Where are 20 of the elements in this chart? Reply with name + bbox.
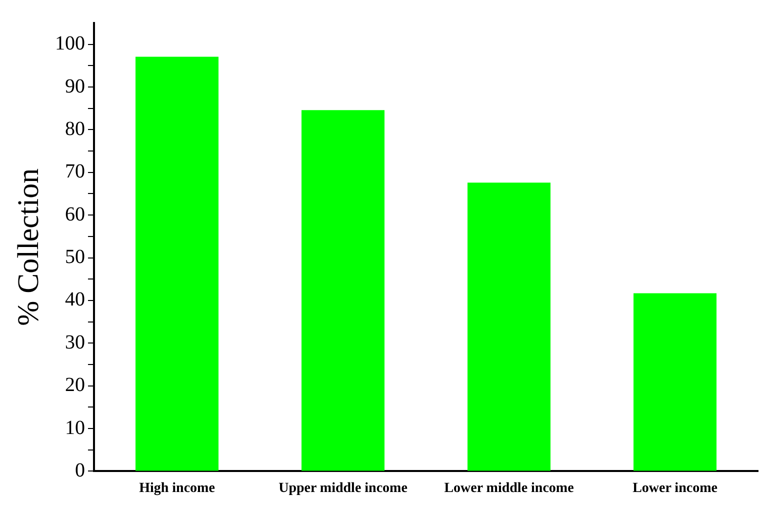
bar [468, 182, 550, 471]
y-tick-label: 80 [65, 118, 85, 140]
x-tick-label: High income [139, 481, 215, 496]
y-tick-label: 20 [65, 374, 85, 396]
y-tick-label: 10 [65, 416, 85, 439]
y-tick-label: 90 [65, 75, 85, 98]
y-axis-title: % Collection [12, 168, 45, 326]
x-tick-label: Lower middle income [444, 481, 574, 496]
y-tick-label: 0 [75, 459, 85, 482]
y-tick-label: 40 [65, 288, 85, 311]
y-tick-label: 70 [65, 160, 85, 183]
y-tick-label: 60 [65, 203, 85, 226]
bar [634, 293, 716, 471]
y-tick-label: 100 [55, 32, 85, 55]
x-tick-label: Lower income [632, 481, 718, 496]
y-tick-label: 30 [65, 331, 85, 354]
bar [302, 110, 384, 471]
y-tick-label: 50 [65, 246, 85, 268]
bar [136, 56, 218, 471]
x-tick-label: Upper middle income [278, 481, 408, 496]
